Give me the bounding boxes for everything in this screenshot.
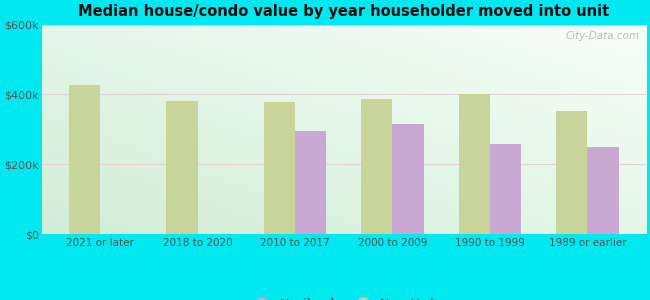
Bar [393,124,424,234]
Legend: Haviland, New York: Haviland, New York [245,293,443,300]
Bar [556,111,588,234]
Bar [361,98,393,234]
Bar [459,94,490,234]
Bar [588,147,619,234]
Bar [69,85,100,234]
Bar [490,144,521,234]
Text: City-Data.com: City-Data.com [566,31,640,41]
Bar [295,131,326,234]
Bar [264,102,295,234]
Title: Median house/condo value by year householder moved into unit: Median house/condo value by year househo… [78,4,609,19]
Bar [166,100,198,234]
